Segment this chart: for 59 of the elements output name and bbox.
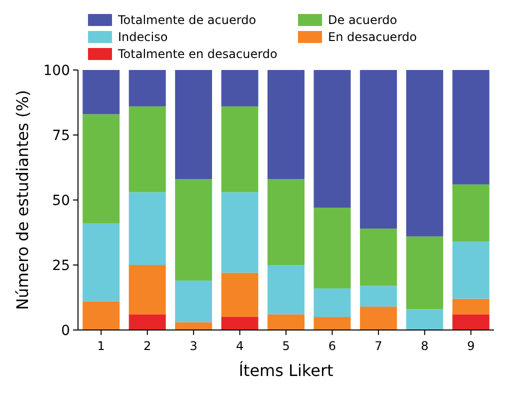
- bar: [128, 70, 166, 106]
- y-tick-label: 50: [52, 192, 70, 209]
- bar: [406, 236, 444, 310]
- bar: [128, 314, 166, 330]
- x-tick-label: 2: [144, 339, 152, 353]
- x-tick-label: 7: [374, 339, 382, 353]
- y-tick-label: 75: [52, 128, 70, 144]
- bar: [128, 106, 166, 192]
- bar: [452, 242, 490, 299]
- legend-label: Totalmente en desacuerdo: [117, 47, 278, 61]
- bar: [268, 314, 304, 330]
- bar: [221, 106, 258, 192]
- bar: [175, 70, 212, 180]
- bar: [128, 265, 166, 314]
- x-tick-label: 4: [236, 339, 244, 353]
- y-axis-title: Número de estudiantes (%): [13, 90, 32, 310]
- bar: [82, 70, 120, 114]
- legend-label: Totalmente de acuerdo: [117, 13, 256, 27]
- bar: [128, 192, 166, 265]
- bar: [452, 184, 490, 242]
- bar: [268, 265, 304, 314]
- bar: [360, 70, 397, 229]
- bar: [175, 280, 212, 322]
- legend-label: Indeciso: [118, 30, 168, 44]
- bar: [175, 179, 212, 281]
- bar: [221, 317, 258, 330]
- legend-label: En desacuerdo: [328, 30, 417, 44]
- x-tick-label: 6: [328, 339, 336, 353]
- bar: [314, 208, 351, 288]
- bar: [360, 306, 397, 330]
- bar: [221, 192, 258, 273]
- bar: [360, 228, 397, 286]
- bar: [452, 298, 490, 314]
- y-tick-label: 0: [61, 322, 70, 339]
- bar: [314, 288, 351, 317]
- x-tick-label: 3: [190, 339, 198, 353]
- bar: [314, 317, 351, 330]
- y-tick-label: 100: [43, 62, 70, 79]
- x-tick-label: 8: [420, 339, 428, 353]
- bar: [221, 272, 258, 317]
- x-axis-title: Ítems Likert: [238, 361, 334, 380]
- y-tick-label: 25: [52, 258, 70, 274]
- bar: [82, 114, 120, 224]
- bar: [452, 70, 490, 184]
- x-tick-label: 5: [282, 339, 290, 353]
- legend-label: De acuerdo: [328, 13, 398, 27]
- bar: [82, 223, 120, 302]
- bar: [360, 286, 397, 307]
- bar: [82, 301, 120, 330]
- bar: [406, 309, 444, 330]
- bar: [221, 70, 258, 106]
- bar: [268, 70, 304, 180]
- x-tick-label: 9: [467, 339, 475, 353]
- bar: [406, 70, 444, 236]
- bar: [175, 322, 212, 330]
- x-tick-label: 1: [97, 339, 105, 353]
- bar: [452, 314, 490, 330]
- bar: [314, 70, 351, 208]
- bar: [268, 179, 304, 265]
